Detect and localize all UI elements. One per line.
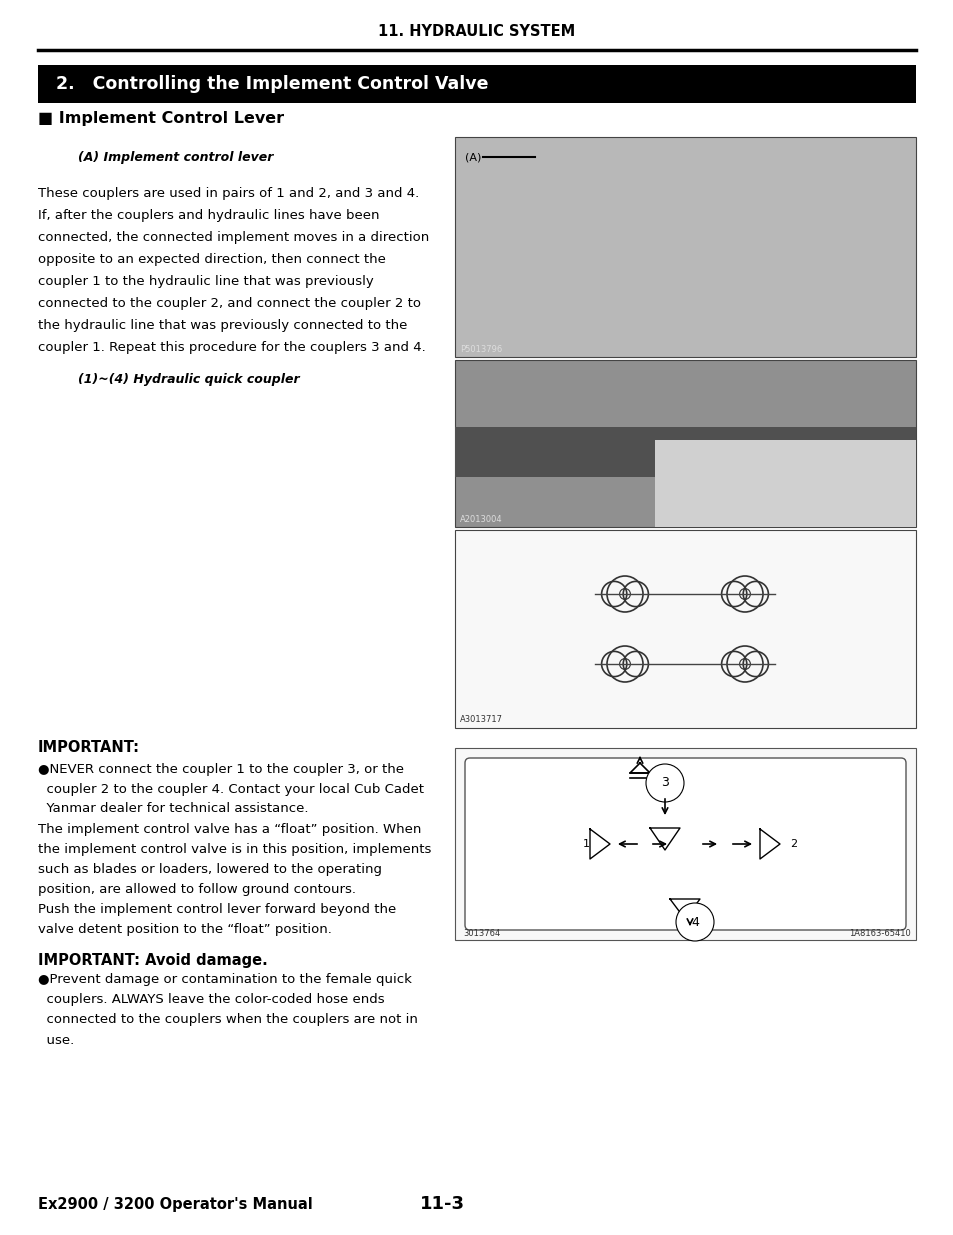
- Text: 2: 2: [789, 839, 797, 848]
- Text: 2.   Controlling the Implement Control Valve: 2. Controlling the Implement Control Val…: [56, 75, 488, 93]
- Text: Push the implement control lever forward beyond the: Push the implement control lever forward…: [38, 904, 395, 916]
- Bar: [455, 359, 915, 527]
- Text: opposite to an expected direction, then connect the: opposite to an expected direction, then …: [38, 252, 385, 266]
- Text: (A): (A): [464, 152, 481, 162]
- Text: If, after the couplers and hydraulic lines have been: If, after the couplers and hydraulic lin…: [38, 209, 379, 221]
- Text: A2013004: A2013004: [459, 515, 502, 524]
- Text: Yanmar dealer for technical assistance.: Yanmar dealer for technical assistance.: [38, 802, 308, 815]
- Text: These couplers are used in pairs of 1 and 2, and 3 and 4.: These couplers are used in pairs of 1 an…: [38, 186, 418, 200]
- Bar: [455, 530, 915, 727]
- Text: connected to the coupler 2, and connect the coupler 2 to: connected to the coupler 2, and connect …: [38, 296, 420, 310]
- Text: 3013764: 3013764: [462, 930, 499, 939]
- FancyBboxPatch shape: [464, 758, 905, 930]
- Text: ■ Implement Control Lever: ■ Implement Control Lever: [38, 110, 284, 126]
- Text: the implement control valve is in this position, implements: the implement control valve is in this p…: [38, 844, 431, 857]
- Text: 1: 1: [582, 839, 589, 848]
- Text: The implement control valve has a “float” position. When: The implement control valve has a “float…: [38, 824, 421, 836]
- Text: ●NEVER connect the coupler 1 to the coupler 3, or the: ●NEVER connect the coupler 1 to the coup…: [38, 763, 403, 777]
- Text: A3013717: A3013717: [459, 715, 502, 725]
- Text: IMPORTANT: Avoid damage.: IMPORTANT: Avoid damage.: [38, 952, 268, 967]
- Text: (1)~(4) Hydraulic quick coupler: (1)~(4) Hydraulic quick coupler: [78, 373, 299, 387]
- Text: position, are allowed to follow ground contours.: position, are allowed to follow ground c…: [38, 883, 355, 897]
- Text: coupler 1 to the hydraulic line that was previously: coupler 1 to the hydraulic line that was…: [38, 274, 374, 288]
- Text: use.: use.: [38, 1034, 74, 1046]
- Bar: [38, 65, 915, 103]
- Text: 4: 4: [690, 915, 699, 929]
- Bar: [455, 427, 915, 477]
- Text: coupler 1. Repeat this procedure for the couplers 3 and 4.: coupler 1. Repeat this procedure for the…: [38, 341, 425, 353]
- Bar: [455, 137, 915, 357]
- Text: couplers. ALWAYS leave the color-coded hose ends: couplers. ALWAYS leave the color-coded h…: [38, 993, 384, 1007]
- Text: Ex2900 / 3200 Operator's Manual: Ex2900 / 3200 Operator's Manual: [38, 1197, 313, 1212]
- Bar: [455, 748, 915, 940]
- Text: coupler 2 to the coupler 4. Contact your local Cub Cadet: coupler 2 to the coupler 4. Contact your…: [38, 783, 423, 795]
- Text: 3: 3: [660, 777, 668, 789]
- Bar: [655, 440, 915, 527]
- Text: 11. HYDRAULIC SYSTEM: 11. HYDRAULIC SYSTEM: [378, 25, 575, 40]
- Text: 11-3: 11-3: [419, 1195, 464, 1213]
- Text: connected to the couplers when the couplers are not in: connected to the couplers when the coupl…: [38, 1014, 417, 1026]
- Text: IMPORTANT:: IMPORTANT:: [38, 741, 140, 756]
- Text: the hydraulic line that was previously connected to the: the hydraulic line that was previously c…: [38, 319, 407, 331]
- Text: ●Prevent damage or contamination to the female quick: ●Prevent damage or contamination to the …: [38, 973, 412, 987]
- Text: (A) Implement control lever: (A) Implement control lever: [78, 152, 274, 164]
- Text: connected, the connected implement moves in a direction: connected, the connected implement moves…: [38, 231, 429, 243]
- Text: such as blades or loaders, lowered to the operating: such as blades or loaders, lowered to th…: [38, 863, 381, 877]
- Text: P5013796: P5013796: [459, 345, 501, 353]
- Text: valve detent position to the “float” position.: valve detent position to the “float” pos…: [38, 924, 332, 936]
- Text: 1A8163-65410: 1A8163-65410: [848, 930, 910, 939]
